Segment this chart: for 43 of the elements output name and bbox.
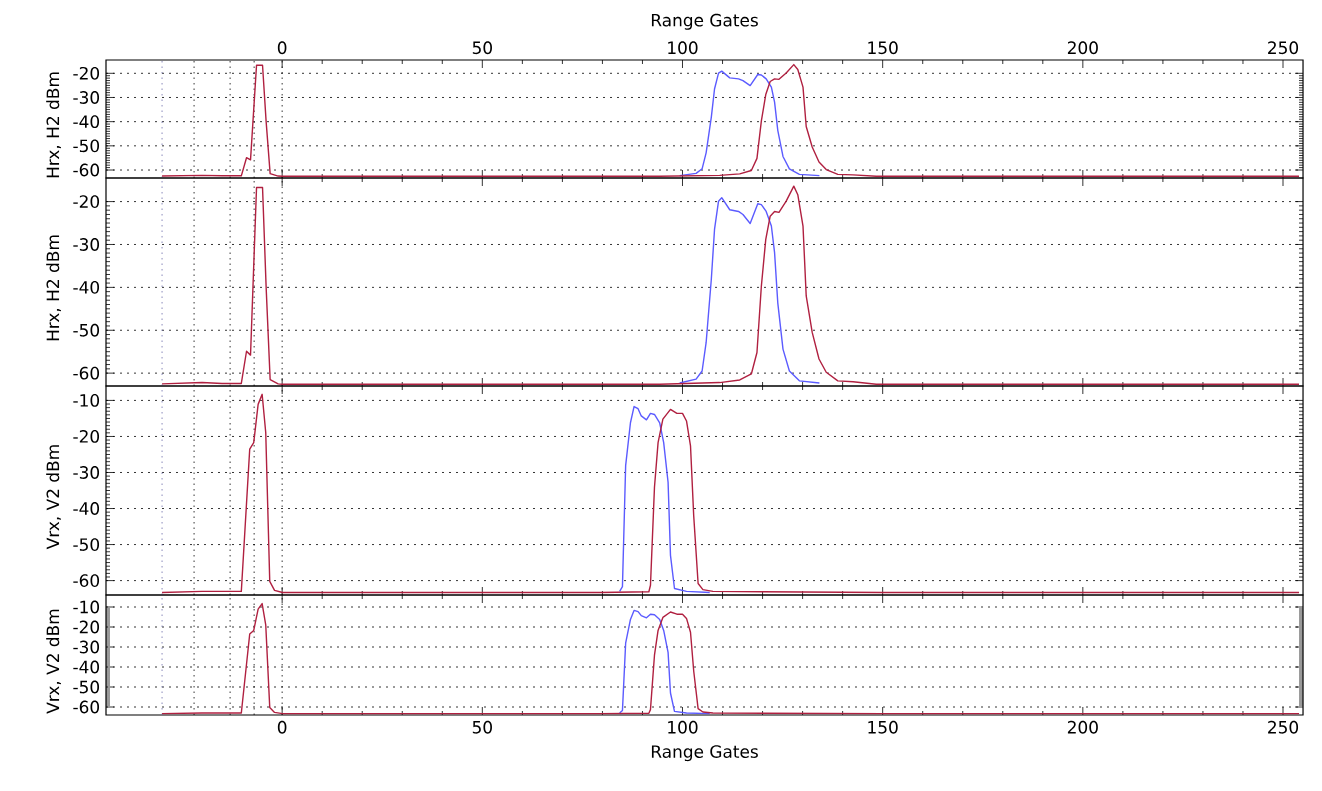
y-tick-label: -30 (73, 238, 100, 251)
x2-tick-label: 150 (868, 41, 898, 55)
x2-tick-label: 200 (1067, 41, 1098, 55)
x-tick-label: 150 (868, 720, 898, 734)
y-axis-title: Hrx, H2 dBm (46, 235, 61, 341)
x2-tick-label: 250 (1268, 41, 1299, 55)
y-tick-label: -30 (73, 466, 100, 479)
y-tick-label: -20 (73, 195, 100, 208)
y-tick-label: -30 (73, 640, 100, 654)
x2-tick-label: 50 (472, 41, 492, 55)
x2-tick-label: 0 (277, 41, 287, 55)
x-tick-label: 50 (472, 720, 492, 734)
y-tick-label: -50 (73, 538, 100, 551)
line-series (678, 197, 821, 384)
y-tick-label: -10 (73, 600, 100, 614)
x-tick-label: 100 (668, 720, 698, 734)
y-tick-label: -30 (73, 91, 100, 104)
y-tick-label: -50 (73, 323, 100, 337)
y-axis-title: Vrx, V2 dBm (46, 609, 61, 714)
x2-axis-title: Range Gates (651, 13, 758, 30)
y-axis-title: Hrx, H2 dBm (46, 72, 61, 178)
y-tick-label: -40 (73, 280, 100, 294)
y-tick-label: -20 (73, 620, 100, 634)
y-tick-label: -50 (73, 139, 100, 153)
line-series (618, 609, 711, 715)
y-tick-label: -60 (73, 366, 100, 380)
y-tick-label: -40 (73, 660, 100, 674)
y-tick-label: -20 (73, 66, 100, 80)
y-tick-label: -60 (73, 700, 100, 714)
line-series (618, 405, 711, 594)
x2-tick-label: 100 (668, 41, 698, 55)
y-tick-label: -60 (73, 163, 100, 177)
y-tick-label: -40 (73, 115, 100, 129)
x-tick-label: 200 (1067, 720, 1098, 734)
x-axis-title: Range Gates (651, 745, 758, 762)
y-tick-label: -50 (73, 680, 100, 694)
x-tick-label: 250 (1268, 720, 1299, 734)
y-axis-title: Vrx, V2 dBm (46, 445, 61, 550)
y-tick-label: -40 (73, 502, 100, 515)
y-tick-label: -60 (73, 574, 100, 587)
y-tick-label: -10 (73, 394, 100, 407)
y-tick-label: -20 (73, 430, 100, 443)
x-tick-label: 0 (277, 720, 287, 734)
